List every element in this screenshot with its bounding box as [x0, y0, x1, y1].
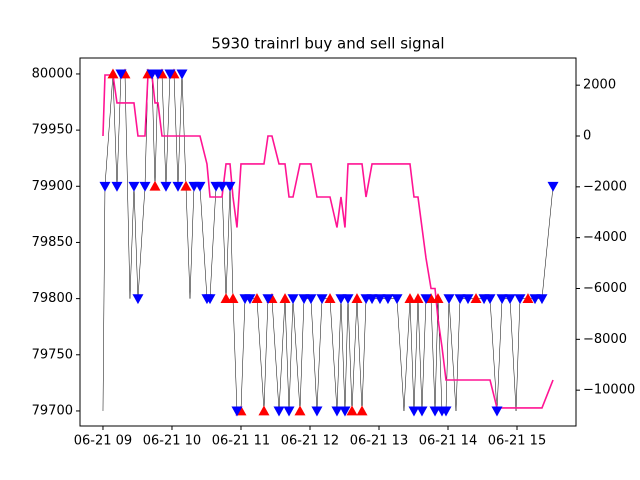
buy-marker [425, 293, 437, 304]
x-tick-label: 06-21 13 [350, 434, 408, 449]
sell-marker [283, 406, 295, 417]
sell-marker [176, 69, 188, 80]
sell-marker [342, 294, 354, 305]
sell-marker [244, 294, 256, 305]
sell-marker [366, 294, 378, 305]
buy-marker [470, 293, 482, 304]
sell-marker [547, 181, 559, 192]
buy-marker [180, 180, 192, 191]
sell-marker [111, 181, 123, 192]
buy-marker [404, 293, 416, 304]
sell-marker [529, 294, 541, 305]
plot-frame [79, 57, 577, 427]
y2-tick-label: −4000 [583, 230, 627, 245]
y2-tick-label: −2000 [583, 179, 627, 194]
sell-marker [491, 406, 503, 417]
y2-tick-label: −10000 [583, 383, 635, 398]
sell-marker [391, 294, 403, 305]
sell-marker [194, 181, 206, 192]
sell-marker [224, 181, 236, 192]
x-tick-label: 06-21 12 [281, 434, 339, 449]
x-tick-label: 06-21 10 [143, 434, 201, 449]
sell-marker [504, 294, 516, 305]
sell-marker [160, 181, 172, 192]
sell-marker [231, 406, 243, 417]
y-tick-label: 79850 [32, 235, 73, 250]
sell-marker [443, 294, 455, 305]
sell-marker [128, 181, 140, 192]
sell-marker [462, 294, 474, 305]
sell-marker [132, 294, 144, 305]
y2-tick-label: −8000 [583, 332, 627, 347]
y-tick-label: 79900 [32, 179, 73, 194]
y2-line [102, 74, 554, 409]
sell-marker [115, 69, 127, 80]
buy-marker [351, 293, 363, 304]
y-tick-label: 80000 [32, 66, 73, 81]
sell-marker [416, 406, 428, 417]
buy-marker [258, 405, 270, 416]
sell-marker [298, 294, 310, 305]
sell-marker [440, 406, 452, 417]
sell-marker [339, 406, 351, 417]
y-tick-label: 79700 [32, 403, 73, 418]
sell-marker [172, 181, 184, 192]
y-tick-label: 79800 [32, 291, 73, 306]
x-tick-label: 06-21 14 [419, 434, 477, 449]
sell-marker [152, 69, 164, 80]
y2-tick-label: 2000 [583, 78, 616, 93]
sell-marker [536, 294, 548, 305]
sell-marker [204, 294, 216, 305]
sell-marker [311, 406, 323, 417]
buy-marker [432, 293, 444, 304]
sell-marker [287, 294, 299, 305]
x-tick-label: 06-21 09 [74, 434, 132, 449]
sell-marker [408, 406, 420, 417]
sell-marker [420, 294, 432, 305]
buy-marker [356, 405, 368, 416]
buy-marker [294, 405, 306, 416]
sell-marker [139, 181, 151, 192]
sell-marker [331, 406, 343, 417]
y-tick-label: 79750 [32, 347, 73, 362]
price-line [102, 73, 554, 412]
sell-marker [454, 294, 466, 305]
buy-marker [279, 293, 291, 304]
y2-tick-label: −6000 [583, 281, 627, 296]
chart-title: 5930 trainrl buy and sell signal [211, 35, 444, 53]
sell-marker [164, 69, 176, 80]
buy-marker [412, 293, 424, 304]
sell-marker [496, 294, 508, 305]
buy-marker [522, 293, 534, 304]
sell-marker [429, 406, 441, 417]
sell-marker [316, 294, 328, 305]
sell-marker [273, 406, 285, 417]
buy-marker [346, 405, 358, 416]
sell-marker [374, 294, 386, 305]
sell-marker [382, 294, 394, 305]
buy-marker [324, 293, 336, 304]
buy-marker [251, 293, 263, 304]
buy-marker [227, 293, 239, 304]
buy-marker [107, 68, 119, 79]
buy-marker [220, 293, 232, 304]
sell-marker [216, 181, 228, 192]
y2-tick-label: 0 [583, 129, 591, 144]
sell-marker [305, 294, 317, 305]
buy-marker [149, 180, 161, 191]
sell-marker [99, 181, 111, 192]
sell-marker [335, 294, 347, 305]
sell-marker [262, 294, 274, 305]
x-tick-label: 06-21 15 [488, 434, 546, 449]
y-tick-label: 79950 [32, 123, 73, 138]
sell-marker [484, 294, 496, 305]
x-tick-label: 06-21 11 [212, 434, 270, 449]
sell-marker [514, 294, 526, 305]
